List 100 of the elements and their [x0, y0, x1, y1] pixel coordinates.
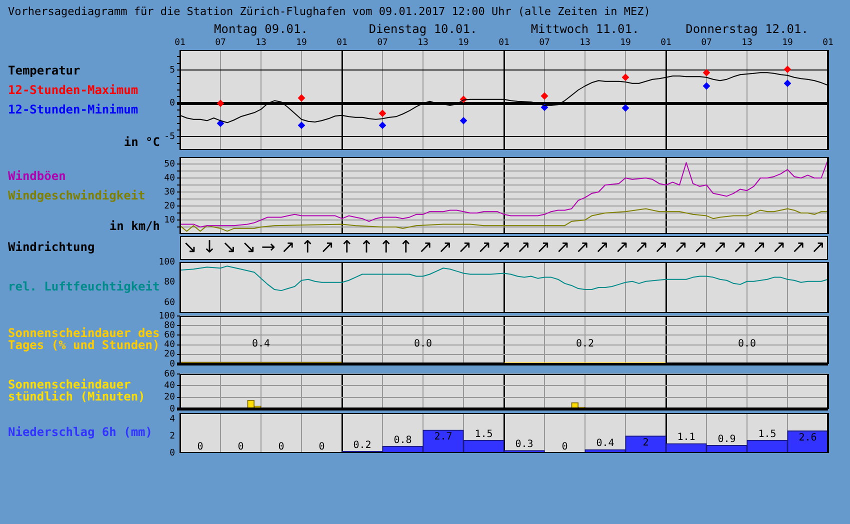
text: Niederschlag 6h (mm) — [8, 425, 152, 440]
text: ↗ — [772, 237, 786, 258]
y-tick-label: 60 — [164, 369, 175, 380]
text: ↘ — [242, 237, 256, 258]
y-tick-label: 60 — [164, 330, 175, 341]
y-tick-label: 50 — [164, 159, 175, 170]
y-tick-label: 5 — [170, 65, 175, 76]
text: ↗ — [674, 237, 688, 258]
text: ↗ — [752, 237, 766, 258]
x-tick-label: 01 — [498, 38, 510, 48]
x-tick-label: 01 — [660, 38, 672, 48]
y-tick-label: 80 — [164, 278, 175, 288]
x-tick-label: 19 — [296, 38, 307, 48]
text: ↗ — [458, 237, 472, 258]
y-tick-label: 40 — [164, 340, 175, 350]
text: ↑ — [340, 237, 354, 258]
series-label: Sonnenscheindauer des Tages (% und Stunden) — [8, 326, 160, 352]
y-tick-label: 20 — [164, 392, 175, 403]
data-label: 0.4 — [596, 438, 614, 450]
y-tick-label: 40 — [164, 381, 175, 392]
text: Temperatur — [8, 64, 80, 78]
x-tick-label: 19 — [458, 38, 469, 48]
text: ↗ — [654, 237, 668, 258]
text: ↗ — [732, 237, 747, 258]
x-tick-label: 01 — [174, 38, 186, 48]
x2-tick-label: Donnerstag 12.01. — [686, 22, 808, 36]
text: Windböen — [8, 168, 66, 183]
text: ↓ — [202, 237, 217, 258]
x-tick-label: 13 — [256, 38, 266, 48]
data-label: 0.3 — [515, 439, 534, 450]
y-tick-label: 4 — [170, 414, 175, 424]
text: 12-Stunden-Minimum — [8, 102, 138, 117]
text: ↑ — [300, 237, 315, 258]
y-tick-label: 20 — [164, 350, 175, 360]
data-label: 2.6 — [798, 432, 817, 444]
data-label: 0.8 — [394, 434, 412, 446]
y-tick-label: 2 — [170, 431, 175, 442]
text: ↗ — [556, 237, 570, 258]
x-tick-label: 07 — [377, 38, 388, 48]
text: ↗ — [712, 237, 728, 258]
x-tick-label: 01 — [336, 38, 348, 48]
text: ↗ — [320, 237, 334, 258]
text: ↗ — [536, 237, 550, 258]
x-tick-label: 13 — [580, 38, 590, 48]
text: ↘ — [182, 237, 197, 258]
series-label: rel. Luftfeuchtigkeit — [8, 280, 160, 294]
data-label: 2.7 — [434, 432, 452, 443]
y-tick-label: 0 — [170, 359, 175, 370]
y-tick-label: 40 — [164, 173, 175, 184]
y-axis-title: in km/h — [109, 219, 160, 234]
x-tick-label: 01 — [822, 38, 834, 48]
text: ↗ — [438, 237, 452, 258]
y-tick-label: 0 — [170, 404, 175, 414]
text: Sonnenscheindauer stündlich (Minuten) — [8, 378, 146, 404]
y-tick-label: 20 — [164, 201, 175, 212]
text: ↗ — [811, 237, 826, 258]
data-label: 0 — [562, 442, 568, 453]
annotation: 0.4 — [252, 338, 270, 350]
text: ↗ — [693, 237, 708, 258]
y-axis-title: in °C — [124, 135, 160, 150]
text: ↑ — [379, 237, 394, 258]
data-label: 0 — [238, 442, 244, 453]
text: ↗ — [418, 237, 433, 258]
x-tick-label: 13 — [418, 38, 428, 48]
y-tick-label: 0 — [170, 98, 175, 109]
text: ↗ — [477, 237, 492, 258]
text: → — [261, 237, 276, 258]
x-tick-label: 19 — [782, 38, 793, 48]
text: ↗ — [496, 237, 512, 258]
data-label: 0.9 — [718, 434, 736, 445]
data-label: 1.5 — [758, 428, 776, 440]
text: Windrichtung — [8, 240, 95, 254]
data-label: 2 — [642, 438, 649, 449]
y-tick-label: 80 — [164, 320, 175, 331]
x-tick-label: 19 — [620, 38, 631, 48]
annotation: 0.0 — [738, 338, 756, 350]
annotation: 0.0 — [414, 338, 432, 350]
y-tick-label: 100 — [158, 257, 175, 268]
data-label: 1.5 — [474, 428, 493, 440]
text: ↗ — [575, 237, 590, 258]
data-label: 0 — [278, 442, 284, 453]
text: ↗ — [791, 237, 806, 258]
x2-tick-label: Dienstag 10.01. — [368, 22, 478, 36]
data-label: 1.1 — [677, 432, 696, 444]
y-tick-label: -5 — [164, 132, 175, 142]
x2-tick-label: Mittwoch 11.01. — [530, 22, 640, 36]
x-tick-label: 07 — [701, 38, 712, 48]
text: ↗ — [614, 237, 629, 258]
text: ↘ — [222, 237, 236, 258]
y-tick-label: 100 — [158, 311, 175, 322]
y-tick-label: 30 — [164, 187, 175, 198]
text: ↑ — [359, 237, 374, 258]
x-tick-label: 07 — [215, 38, 226, 48]
y-tick-label: 60 — [164, 298, 175, 308]
text: ↗ — [634, 237, 649, 258]
y-tick-label: 10 — [164, 215, 175, 226]
text: ↗ — [280, 237, 296, 258]
x2-tick-label: Montag 09.01. — [214, 22, 308, 36]
text: 12-Stunden-Maximum — [8, 83, 138, 98]
y-tick-label: 0 — [170, 448, 175, 458]
